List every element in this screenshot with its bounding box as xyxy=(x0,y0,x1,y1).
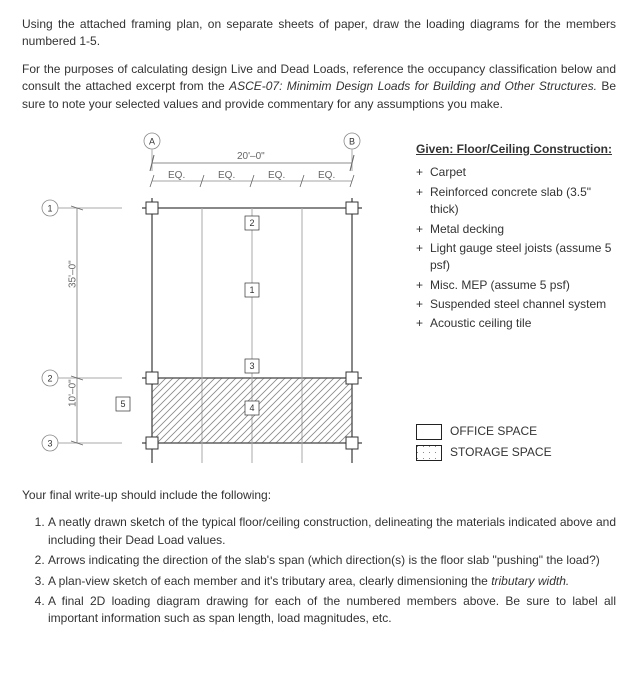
given-item: Reinforced concrete slab (3.5" thick) xyxy=(416,184,616,219)
req-item: A plan-view sketch of each member and it… xyxy=(48,573,616,590)
member-4-tag: 4 xyxy=(249,403,254,413)
requirements-list: A neatly drawn sketch of the typical flo… xyxy=(22,514,616,627)
req-item: A neatly drawn sketch of the typical flo… xyxy=(48,514,616,549)
legend-storage: STORAGE SPACE xyxy=(416,444,616,461)
grid-a-label: A xyxy=(149,136,155,146)
given-list: Carpet Reinforced concrete slab (3.5" th… xyxy=(416,164,616,333)
grid-b-label: B xyxy=(349,136,355,146)
grid-2-label: 2 xyxy=(47,373,52,383)
dim-10: 10'–0" xyxy=(68,379,79,407)
framing-plan-figure: A B 20'–0" EQ. EQ. EQ. EQ. 1 2 xyxy=(22,123,402,473)
legend-office-label: OFFICE SPACE xyxy=(450,423,537,440)
given-info: Given: Floor/Ceiling Construction: Carpe… xyxy=(416,123,616,473)
member-1-tag: 1 xyxy=(249,285,254,295)
given-heading: Given: Floor/Ceiling Construction: xyxy=(416,141,616,158)
dim-top: 20'–0" xyxy=(237,151,265,162)
grid-1-label: 1 xyxy=(47,203,52,213)
req-item: A final 2D loading diagram drawing for e… xyxy=(48,593,616,628)
framing-plan-svg: A B 20'–0" EQ. EQ. EQ. EQ. 1 2 xyxy=(22,123,402,473)
intro-paragraph-1: Using the attached framing plan, on sepa… xyxy=(22,16,616,51)
legend-storage-label: STORAGE SPACE xyxy=(450,444,552,461)
req-item: Arrows indicating the direction of the s… xyxy=(48,552,616,569)
given-item: Metal decking xyxy=(416,221,616,238)
dim-35: 35'–0" xyxy=(68,260,79,288)
legend-office-swatch xyxy=(416,424,442,440)
req-3-text: A plan-view sketch of each member and it… xyxy=(48,574,491,588)
legend: OFFICE SPACE STORAGE SPACE xyxy=(416,423,616,462)
eq-4: EQ. xyxy=(318,170,335,181)
member-3-tag: 3 xyxy=(249,361,254,371)
intro-paragraph-2: For the purposes of calculating design L… xyxy=(22,61,616,113)
legend-office: OFFICE SPACE xyxy=(416,423,616,440)
given-item: Light gauge steel joists (assume 5 psf) xyxy=(416,240,616,275)
legend-storage-swatch xyxy=(416,445,442,461)
footer-section: Your final write-up should include the f… xyxy=(22,487,616,628)
eq-1: EQ. xyxy=(168,170,185,181)
footer-lead: Your final write-up should include the f… xyxy=(22,487,616,504)
member-5-tag: 5 xyxy=(120,399,125,409)
grid-3-label: 3 xyxy=(47,438,52,448)
eq-3: EQ. xyxy=(268,170,285,181)
req-3-italic: tributary width. xyxy=(491,574,569,588)
given-item: Acoustic ceiling tile xyxy=(416,315,616,332)
member-2-tag: 2 xyxy=(249,218,254,228)
given-item: Misc. MEP (assume 5 psf) xyxy=(416,277,616,294)
asce-reference: ASCE-07: Minimim Design Loads for Buildi… xyxy=(229,79,597,93)
given-item: Suspended steel channel system xyxy=(416,296,616,313)
given-item: Carpet xyxy=(416,164,616,181)
eq-2: EQ. xyxy=(218,170,235,181)
